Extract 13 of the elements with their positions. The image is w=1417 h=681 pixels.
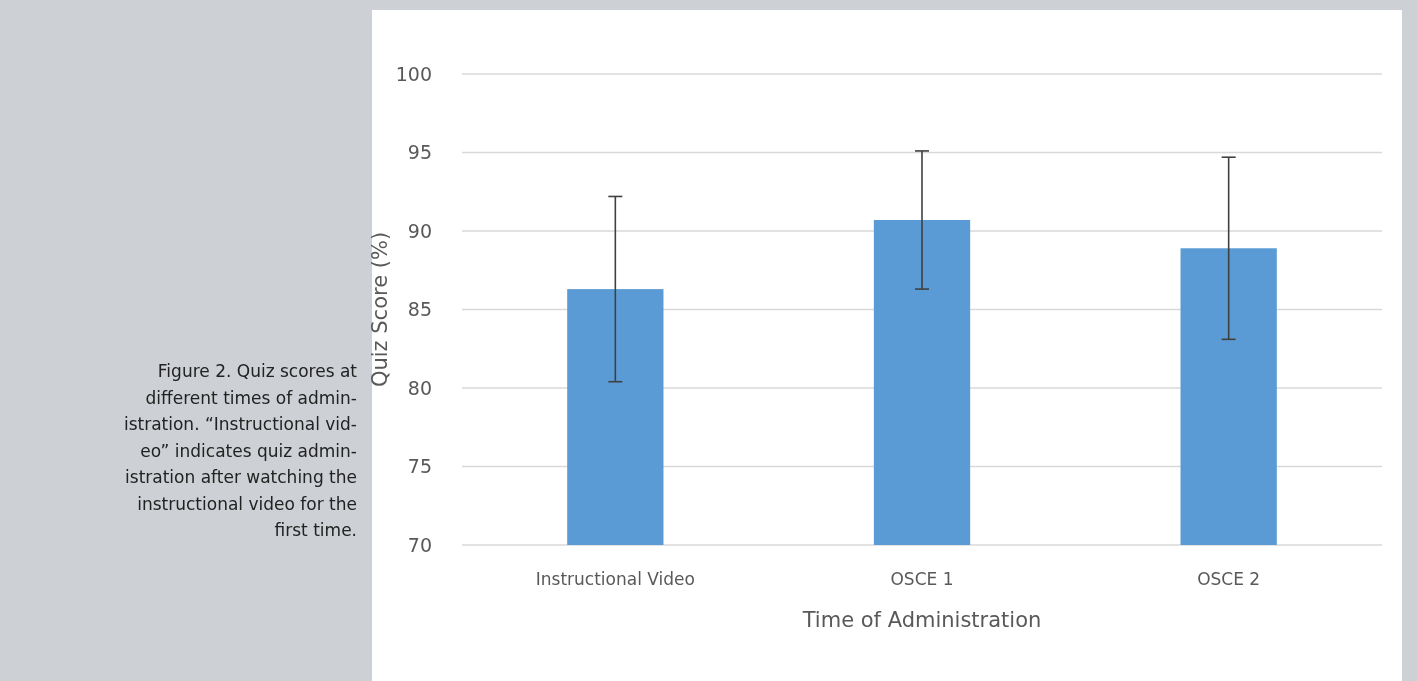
y-tick-label: 85 xyxy=(407,298,432,321)
y-tick-label: 90 xyxy=(407,219,432,242)
x-axis-title: Time of Administration xyxy=(801,608,1042,632)
x-tick-label: Instructional Video xyxy=(535,569,695,589)
x-tick-label: OSCE 2 xyxy=(1197,569,1261,589)
y-tick-label: 95 xyxy=(407,141,432,164)
x-tick-label: OSCE 1 xyxy=(890,569,954,589)
y-tick-label: 100 xyxy=(395,62,432,85)
y-tick-label: 70 xyxy=(407,533,432,556)
y-tick-label: 75 xyxy=(407,455,432,478)
y-axis-title: Quiz Score (%) xyxy=(368,231,392,388)
y-tick-label: 80 xyxy=(407,376,432,399)
caption: Figure 2. Quiz scores at different times of admin- istration. “Instructional vid- eo” indicates quiz admin- istration after watching the instructional video for the first time. xyxy=(123,361,358,540)
